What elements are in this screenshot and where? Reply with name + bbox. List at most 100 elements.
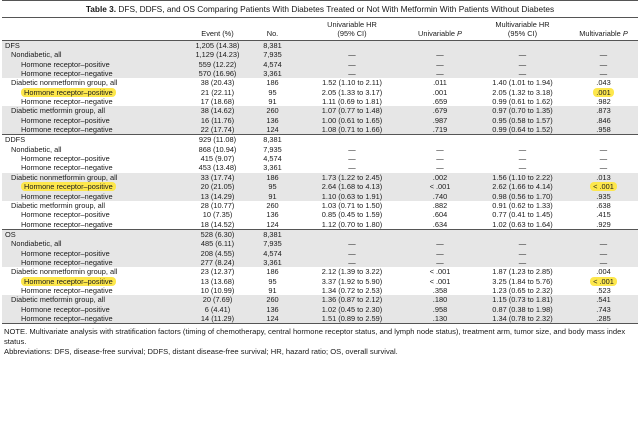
multivariable-p-cell: — xyxy=(569,69,638,79)
univariable-hr-cell: 1.52 (1.10 to 2.11) xyxy=(300,78,404,87)
multivariable-p-cell-text: .982 xyxy=(596,97,611,107)
multivariable-p-cell-text: .958 xyxy=(596,125,611,135)
count-cell: 186 xyxy=(245,78,300,87)
row-label: Hormone receptor–positive xyxy=(2,210,190,219)
count-cell: 8,381 xyxy=(245,40,300,51)
multivariable-hr-cell xyxy=(476,228,569,240)
highlight-mark: Hormone receptor–positive xyxy=(21,276,116,286)
count-cell: 4,574 xyxy=(245,59,300,70)
row-label: Diabetic nonmetformin group, all xyxy=(2,267,190,276)
multivariable-p-cell-text: .523 xyxy=(596,285,611,295)
event-cell: 22 (17.74) xyxy=(190,125,245,135)
multivariable-p-cell: .743 xyxy=(569,304,638,314)
multivariable-hr-cell: 1.15 (0.73 to 1.81) xyxy=(476,295,569,305)
table-row: Hormone receptor–negative 17 (18.68) 91 1.1… xyxy=(2,97,638,106)
count-cell: 4,574 xyxy=(245,154,300,163)
count-cell-text: 186 xyxy=(266,267,279,277)
multivariable-hr-cell-text: 1.15 (0.73 to 1.81) xyxy=(492,295,553,305)
count-cell-text: 7,935 xyxy=(263,239,282,249)
univariable-p-cell: .659 xyxy=(404,97,476,106)
multivariable-hr-cell: — xyxy=(476,154,569,163)
univariable-hr-cell-text: 1.02 (0.45 to 2.30) xyxy=(321,304,383,314)
univariable-hr-cell: — xyxy=(300,154,404,163)
multivariable-hr-cell: — xyxy=(476,50,569,60)
multivariable-p-cell: — xyxy=(569,154,638,163)
count-cell-text: 8,381 xyxy=(263,41,282,50)
univariable-p-cell: .719 xyxy=(404,125,476,135)
univariable-hr-cell-text: 2.64 (1.68 to 4.13) xyxy=(321,182,383,192)
multivariable-p-cell-text: .013 xyxy=(596,172,611,182)
univariable-hr-cell-text: 1.73 (1.22 to 2.45) xyxy=(321,172,383,182)
multivariable-hr-cell-text: 3.25 (1.84 to 5.76) xyxy=(492,276,553,286)
event-cell-text: 208 (4.55) xyxy=(200,248,235,258)
row-label-text: Diabetic metformin group, all xyxy=(11,106,106,116)
univariable-hr-cell-text: 1.00 (0.61 to 1.65) xyxy=(321,115,383,125)
multivariable-hr-cell: — xyxy=(476,69,569,79)
univariable-hr-cell: 3.37 (1.92 to 5.90) xyxy=(300,277,404,286)
event-cell: 16 (11.76) xyxy=(190,115,245,126)
event-cell-text: 23 (12.37) xyxy=(200,267,235,277)
multivariable-hr-cell-text: 0.77 (0.41 to 1.45) xyxy=(492,210,553,220)
count-cell-text: 186 xyxy=(266,78,279,88)
multivariable-p-cell xyxy=(569,228,638,240)
event-cell-text: 868 (10.94) xyxy=(198,144,237,154)
univariable-hr-cell: 1.08 (0.71 to 1.66) xyxy=(300,125,404,135)
multivariable-hr-cell: 1.02 (0.63 to 1.64) xyxy=(476,220,569,230)
multivariable-p-cell-text: — xyxy=(599,69,608,79)
multivariable-hr-cell: — xyxy=(476,257,569,268)
event-cell: 485 (6.11) xyxy=(190,239,245,249)
event-cell-text: 1,129 (14.23) xyxy=(195,50,240,60)
multivariable-p-cell: .001 xyxy=(569,87,638,97)
row-label: Diabetic nonmetformin group, all xyxy=(2,78,190,87)
multivariable-hr-cell: — xyxy=(476,163,569,172)
event-cell-text: 18 (14.52) xyxy=(200,219,235,229)
count-cell-text: 260 xyxy=(266,200,279,210)
row-label: Diabetic metformin group, all xyxy=(2,106,190,116)
univariable-p-cell: .001 xyxy=(404,88,476,97)
event-cell-text: 453 (13.48) xyxy=(198,163,237,173)
row-label-text: Diabetic nonmetformin group, all xyxy=(11,267,118,277)
multivariable-p-cell: — xyxy=(569,50,638,60)
univariable-p-cell: — xyxy=(404,59,476,70)
univariable-hr-cell-text: 1.52 (1.10 to 2.11) xyxy=(322,78,382,88)
row-label: Hormone receptor–negative xyxy=(2,97,190,106)
count-cell: 8,381 xyxy=(245,134,300,145)
table-row: Diabetic metformin group, all 20 (7.69) 26… xyxy=(2,295,638,305)
multivariable-hr-cell-text: 2.62 (1.66 to 4.14) xyxy=(492,182,553,192)
row-label-text: Hormone receptor–positive xyxy=(21,210,110,220)
event-cell-text: 10 (7.35) xyxy=(202,210,233,220)
event-cell: 1,205 (14.38) xyxy=(190,40,245,51)
event-cell: 528 (6.30) xyxy=(190,228,245,240)
multivariable-p-cell-text: .004 xyxy=(596,267,611,277)
univariable-p-cell: — xyxy=(404,69,476,79)
section-header-row: DDFS 929 (11.08) 8,381 xyxy=(2,134,638,145)
row-label: DDFS xyxy=(2,134,190,145)
event-cell: 28 (10.77) xyxy=(190,201,245,210)
multivariable-p-cell-text: .043 xyxy=(596,78,611,88)
count-cell: 124 xyxy=(245,313,300,324)
multivariable-p-cell-text: — xyxy=(599,59,608,69)
count-cell-text: 8,381 xyxy=(263,135,282,145)
count-cell: 136 xyxy=(245,304,300,314)
event-cell: 17 (18.68) xyxy=(190,97,245,106)
multivariable-p-cell: — xyxy=(569,239,638,249)
row-label: Hormone receptor–positive xyxy=(2,248,190,258)
multivariable-p-cell xyxy=(569,40,638,51)
univariable-hr-cell-text: 1.08 (0.71 to 1.66) xyxy=(321,125,383,135)
univariable-hr-cell: — xyxy=(300,163,404,172)
event-cell: 20 (7.69) xyxy=(190,295,245,305)
univariable-hr-cell: — xyxy=(300,257,404,268)
table-row: Hormone receptor–negative 453 (13.48) 3,36… xyxy=(2,163,638,172)
event-cell: 14 (11.29) xyxy=(190,313,245,324)
count-cell-text: 136 xyxy=(266,210,279,220)
multivariable-hr-cell: 1.87 (1.23 to 2.85) xyxy=(476,267,569,276)
univariable-hr-cell: 0.85 (0.45 to 1.59) xyxy=(300,210,404,219)
section-header-row: OS 528 (6.30) 8,381 xyxy=(2,228,638,240)
count-cell-text: 91 xyxy=(268,97,277,107)
count-cell: 260 xyxy=(245,295,300,305)
univariable-hr-cell: 1.73 (1.22 to 2.45) xyxy=(300,172,404,183)
multivariable-p-cell-text: .541 xyxy=(596,295,611,305)
table-row: Diabetic nonmetformin group, all 23 (12.3… xyxy=(2,267,638,276)
univariable-hr-cell-text: — xyxy=(348,144,356,154)
row-label-text: Diabetic nonmetformin group, all xyxy=(11,78,118,88)
